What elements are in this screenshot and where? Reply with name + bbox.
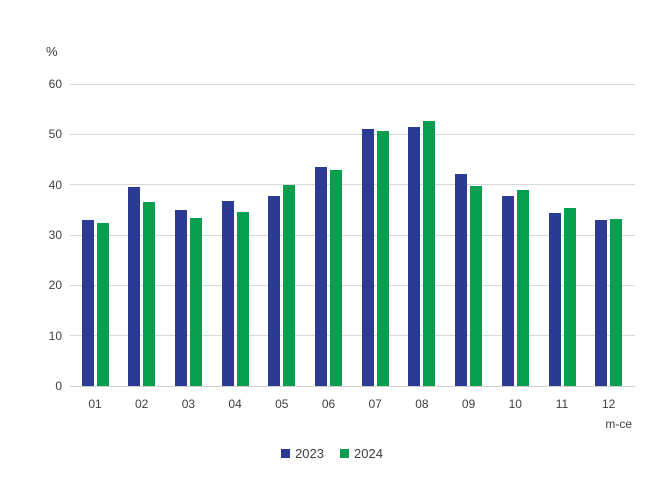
x-axis-tick-label-04: 04 — [228, 397, 242, 411]
bar-2024-month-11 — [563, 208, 576, 386]
bar-2024-month-02 — [143, 201, 156, 386]
gridline-y-0 — [70, 385, 635, 387]
bar-2024-month-07 — [376, 130, 389, 386]
bar-2024-month-09 — [470, 185, 483, 386]
gridline-y-40 — [70, 184, 635, 186]
y-axis-tick-label: 20 — [48, 278, 62, 293]
y-axis-tick-label: 40 — [48, 177, 62, 192]
bar-2024-month-08 — [423, 121, 436, 386]
legend-swatch-2023 — [281, 449, 291, 458]
gridline-y-60 — [70, 83, 635, 85]
y-axis-tick-label: 60 — [48, 77, 62, 91]
x-axis-tick-label-01: 01 — [88, 397, 102, 411]
bar-2023-month-01 — [81, 219, 94, 386]
y-axis-unit-label: % — [46, 44, 58, 59]
bar-2024-month-05 — [283, 184, 296, 386]
y-axis-tick-label: 10 — [48, 328, 62, 343]
bar-2023-month-11 — [548, 213, 561, 386]
x-axis-tick-label-10: 10 — [508, 397, 522, 411]
x-axis-tick-label-11: 11 — [555, 397, 569, 411]
gridline-y-20 — [70, 284, 635, 286]
bar-2023-month-09 — [455, 174, 468, 386]
legend-label-2023: 2023 — [295, 446, 324, 461]
legend-swatch-2024 — [340, 449, 349, 458]
x-axis-tick-label-12: 12 — [602, 397, 616, 411]
y-axis-tick-label: 50 — [48, 127, 62, 142]
y-axis-tick-label: 0 — [55, 379, 62, 393]
x-axis-tick-label-07: 07 — [368, 397, 382, 411]
gridline-y-30 — [70, 234, 635, 236]
bar-2023-month-10 — [501, 195, 514, 386]
bar-2023-month-02 — [128, 186, 141, 386]
x-axis-tick-label-06: 06 — [321, 397, 336, 411]
x-axis-tick-label-02: 02 — [135, 397, 149, 411]
y-axis-tick-label: 30 — [48, 228, 62, 242]
bar-2024-month-04 — [236, 212, 249, 386]
bar-2024-month-10 — [516, 190, 529, 386]
chart-legend: 2023 2024 — [0, 446, 664, 461]
legend-label-2024: 2024 — [354, 446, 383, 461]
x-axis-tick-label-09: 09 — [461, 397, 476, 411]
bar-2024-month-12 — [610, 219, 623, 386]
bar-2023-month-05 — [268, 195, 281, 386]
x-axis-unit-label: m-ce — [605, 417, 632, 431]
x-axis-tick-label-08: 08 — [415, 397, 429, 411]
bar-2024-month-06 — [330, 170, 342, 386]
bar-2023-month-07 — [361, 128, 374, 386]
bar-2023-month-03 — [174, 209, 187, 386]
bar-2024-month-03 — [189, 218, 202, 386]
legend-item-2024: 2024 — [340, 446, 383, 461]
bar-2023-month-12 — [595, 219, 608, 386]
bar-2023-month-08 — [408, 126, 421, 386]
bar-2023-month-04 — [221, 201, 234, 386]
x-axis-tick-label-03: 03 — [181, 397, 196, 411]
gridline-y-10 — [70, 335, 635, 337]
bar-2024-month-01 — [96, 223, 109, 386]
x-axis-tick-label-05: 05 — [275, 397, 289, 411]
legend-item-2023: 2023 — [281, 446, 324, 461]
bar-2023-month-06 — [315, 166, 327, 386]
gridline-y-50 — [70, 133, 635, 135]
